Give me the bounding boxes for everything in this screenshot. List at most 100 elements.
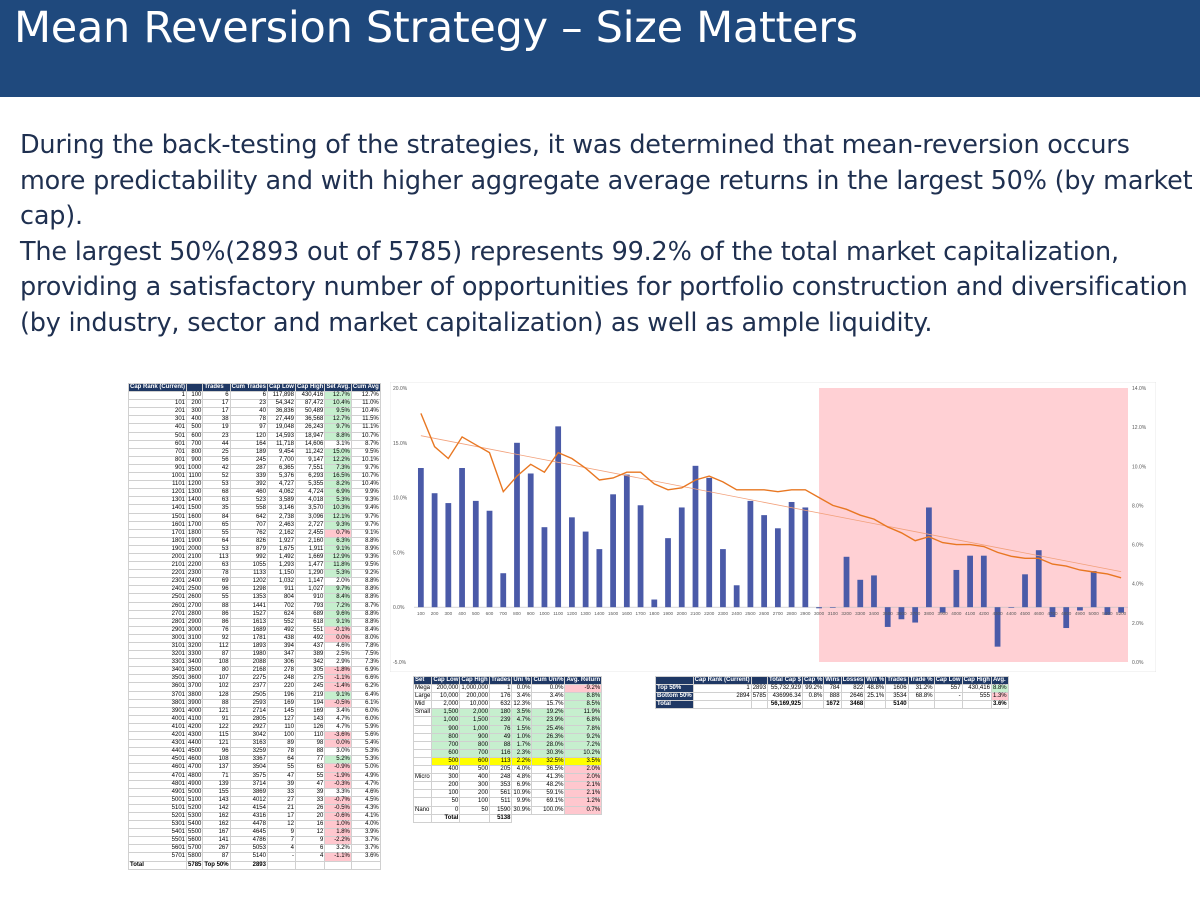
set-cell: 800 (431, 732, 461, 742)
rank-cell: 63 (202, 561, 231, 571)
rank-cell: 4300 (186, 731, 204, 741)
summary-cell: 1672 (823, 700, 842, 710)
rank-cell: 2600 (186, 593, 204, 603)
rank-cell: 98 (294, 739, 326, 749)
rank-cell: 7.3% (350, 658, 381, 668)
rank-cell: 63 (202, 496, 231, 506)
rank-cell: 64 (202, 536, 231, 546)
rank-cell: 2201 (127, 569, 188, 579)
rank-cell: 53 (202, 544, 231, 554)
set-table-wrap: Set Cap Low Cap High Trades Uni % Cum Uni% Avg… (412, 675, 603, 823)
set-cell: 500 (459, 765, 491, 775)
rank-cell: 3200 (186, 641, 204, 652)
category-label: 300 (444, 611, 452, 616)
table-row: 601 700 44 164 11,718 14,606 3.1% 8.7% (127, 439, 381, 449)
bar-mark (857, 579, 864, 608)
category-label: 2800 (786, 611, 797, 616)
rank-cell: 6.0% (350, 706, 381, 716)
rank-cell: 3367 (229, 755, 268, 765)
rank-cell: 164 (229, 439, 268, 449)
rank-cell: 9.3% (324, 520, 352, 530)
set-cell: 1,500 (459, 716, 491, 726)
rank-cell: 4000 (186, 706, 204, 716)
rank-cell: 1900 (186, 536, 204, 546)
rank-cell: 5.9% (350, 722, 381, 733)
rank-cell: 4201 (127, 731, 188, 741)
rank-cell: 4.1% (350, 811, 381, 822)
table-row: 3301 3400 108 2088 306 342 2.9% 7.3% (127, 658, 381, 668)
set-cell: 2,000 (431, 700, 461, 710)
rank-cell: 4501 (127, 755, 188, 765)
set-cell: 100.0% (531, 805, 566, 815)
rank-cell: 1133 (229, 569, 268, 579)
rank-cell: 8.8% (350, 536, 381, 546)
rank-cell: 44 (202, 439, 231, 449)
rank-cell: 5401 (127, 828, 188, 838)
rank-cell: 2,162 (266, 528, 296, 538)
category-label: 700 (499, 611, 507, 616)
rank-cell: 618 (294, 617, 326, 627)
rank-cell: 5.3% (324, 569, 352, 579)
rank-cell: 394 (266, 641, 296, 652)
rank-cell: 101 (127, 399, 188, 409)
rank-cell: 1,150 (266, 569, 296, 579)
bar-mark (1104, 607, 1111, 615)
rank-cell: 3401 (127, 666, 188, 676)
set-cell: 1,000 (459, 724, 491, 734)
table-row: 2101 2200 63 1055 1,293 1,477 11.8% 9.5% (127, 561, 381, 571)
rank-cell: 4.7% (324, 722, 352, 733)
rank-cell: 1800 (186, 528, 204, 538)
set-cell: Micro (412, 773, 433, 783)
set-cell: 3.4% (531, 692, 566, 702)
rank-cell: 2700 (186, 601, 204, 611)
rank-cell: 1.8% (324, 828, 352, 838)
rank-cell: 3000 (186, 625, 204, 635)
table-row: 4901 5000 155 3869 33 39 3.3% 4.6% (127, 787, 381, 797)
rank-cell: 707 (229, 520, 268, 530)
shaded-region (819, 388, 1128, 662)
set-cell (412, 765, 433, 775)
rank-cell: 4700 (186, 763, 204, 773)
set-header-cell: Cap High (459, 675, 491, 686)
rank-cell: 551 (294, 625, 326, 635)
table-row: 3201 3300 87 1980 347 389 2.5% 7.5% (127, 650, 381, 660)
category-label: 1100 (553, 611, 563, 616)
rank-cell: 278 (266, 666, 296, 676)
table-row: 1001 1100 52 339 5,376 6,293 16.5% 10.7% (127, 472, 381, 482)
category-label: 4100 (965, 611, 976, 616)
bar-mark (1118, 607, 1125, 613)
bar-mark (555, 426, 562, 608)
set-cell: 300 (431, 773, 461, 783)
rank-cell: 38 (202, 415, 231, 425)
bar-mark (678, 507, 685, 608)
rank-cell: 47 (266, 771, 296, 781)
rank-cell: 339 (229, 472, 268, 482)
table-row: 2501 2600 55 1353 804 910 8.4% 8.8% (127, 593, 381, 603)
table-row: 1301 1400 63 523 3,589 4,018 5.3% 9.3% (127, 496, 381, 506)
bar-mark (774, 528, 781, 608)
set-cell: 59.1% (531, 789, 566, 799)
table-row: 900 1,000 76 1.5% 25.4% 7.8% (412, 724, 603, 734)
rank-cell: 4154 (229, 803, 268, 813)
rank-cell: 127 (266, 714, 296, 724)
set-cell: 1,000,000 (459, 684, 491, 694)
summary-cell: 0.8% (801, 692, 825, 702)
rank-cell: 23 (202, 431, 231, 441)
rank-cell: 3.1% (324, 439, 352, 449)
rank-cell: 1298 (229, 585, 268, 595)
bar-mark (596, 549, 603, 608)
summary-cell (801, 700, 825, 710)
set-cell: 8.8% (564, 692, 603, 702)
table-row: 301 400 38 78 27,449 36,568 12.7% 11.5% (127, 415, 381, 425)
bar-mark (472, 500, 479, 608)
rank-cell: 162 (202, 820, 231, 830)
rank-cell: 76 (202, 625, 231, 635)
total-value: 5785 (186, 860, 204, 870)
rank-cell: 2505 (229, 690, 268, 700)
category-label: 3300 (855, 611, 866, 616)
category-label: 1600 (622, 611, 633, 616)
set-cell: 49 (489, 732, 513, 742)
empty-cell (459, 813, 491, 823)
rank-cell: 26,243 (294, 423, 326, 433)
rank-cell: 4,018 (294, 496, 326, 506)
